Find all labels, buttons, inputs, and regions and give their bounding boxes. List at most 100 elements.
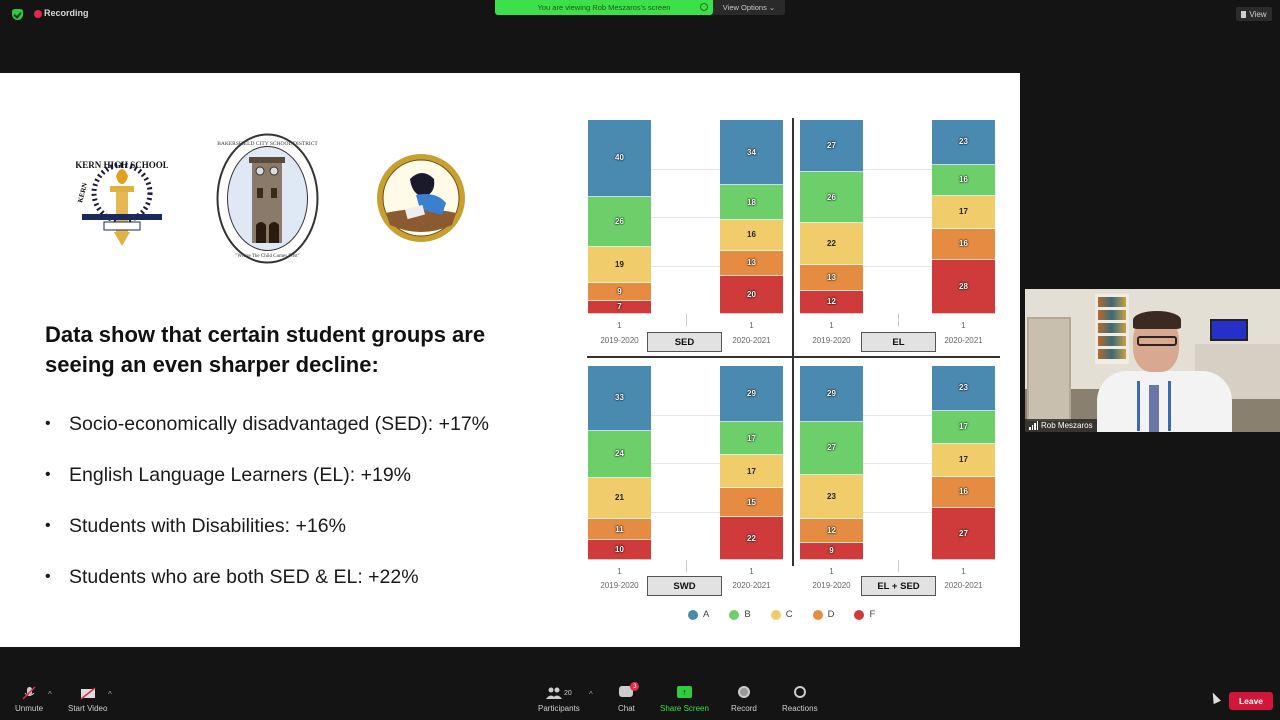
participant-video-tile[interactable]: Rob Meszaros [1025, 289, 1280, 432]
bar-segment-c[interactable]: 17 [932, 195, 995, 229]
bar-segment-b[interactable]: 18 [720, 185, 783, 220]
share-screen-button[interactable]: ↑ Share Screen [660, 686, 709, 713]
slide-heading: Data show that certain student groups ar… [45, 322, 486, 377]
bar-segment-b[interactable]: 17 [932, 410, 995, 444]
x-tick-label: 1 [829, 321, 834, 330]
bar-segment-d[interactable]: 9 [588, 283, 651, 301]
participant-name-tag: Rob Meszaros [1025, 419, 1097, 432]
bar-segment-f[interactable]: 9 [800, 542, 863, 560]
stacked-bar-sed-2019-2020[interactable]: 40 26 19 9 7 [588, 120, 651, 314]
svg-text:BAKERSFIELD CITY SCHOOL DISTRI: BAKERSFIELD CITY SCHOOL DISTRICT [217, 141, 318, 147]
x-tick-label: 1 [617, 567, 622, 576]
recording-label: Recording [44, 8, 89, 18]
chat-button[interactable]: 3 Chat [618, 682, 640, 713]
participants-button[interactable]: 20 Participants [538, 686, 580, 713]
chart-gridline [863, 168, 932, 170]
bar-segment-a[interactable]: 33 [588, 366, 651, 431]
legend-item-c: C [770, 609, 793, 620]
bar-segment-a[interactable]: 40 [588, 120, 651, 197]
x-tick-label: 1 [829, 567, 834, 576]
bar-segment-b[interactable]: 26 [588, 196, 651, 247]
viewing-screen-banner: You are viewing Rob Meszaros's screen [495, 0, 713, 15]
bar-segment-b[interactable]: 27 [800, 422, 863, 475]
reactions-button[interactable]: Reactions [782, 686, 818, 713]
chat-unread-badge: 3 [630, 682, 640, 691]
bar-segment-f[interactable]: 28 [932, 259, 995, 314]
chart-gridline [863, 265, 932, 267]
brochure-rack [1095, 294, 1129, 364]
bar-segment-b[interactable]: 17 [720, 422, 783, 456]
stacked-bar-el-sed-2019-2020[interactable]: 29 27 23 12 9 [800, 366, 863, 560]
bar-segment-c[interactable]: 21 [588, 477, 651, 519]
bullet-sed-el: Students who are both SED & EL: +22% [45, 563, 565, 614]
year-label: 2019-2020 [600, 336, 639, 345]
participants-icon [546, 687, 562, 699]
legend-dot-icon [688, 609, 698, 620]
unmute-button[interactable]: Unmute [15, 686, 43, 713]
bar-segment-d[interactable]: 11 [588, 518, 651, 541]
bar-segment-d[interactable]: 13 [720, 250, 783, 276]
stacked-bar-sed-2020-2021[interactable]: 34 18 16 13 20 [720, 120, 783, 314]
bar-segment-c[interactable]: 16 [720, 219, 783, 251]
bar-segment-a[interactable]: 29 [720, 366, 783, 423]
year-label: 2019-2020 [812, 336, 851, 345]
bar-segment-d[interactable]: 16 [932, 228, 995, 260]
bar-segment-a[interactable]: 23 [932, 366, 995, 411]
bar-segment-a[interactable]: 27 [800, 120, 863, 173]
bar-segment-a[interactable]: 34 [720, 120, 783, 186]
bar-segment-c[interactable]: 23 [800, 474, 863, 520]
group-filter-button-swd[interactable]: SWD [647, 576, 722, 596]
bar-segment-a[interactable]: 29 [800, 366, 863, 423]
legend-dot-icon [812, 609, 823, 620]
signal-strength-icon [1029, 421, 1038, 430]
bar-segment-f[interactable]: 22 [720, 517, 783, 560]
banner-info-icon[interactable] [700, 3, 708, 11]
stacked-bar-el-2019-2020[interactable]: 27 26 22 13 12 [800, 120, 863, 314]
bar-segment-c[interactable]: 19 [588, 246, 651, 284]
bar-segment-f[interactable]: 20 [720, 275, 783, 314]
chart-legend: A B C D F [688, 609, 875, 620]
bar-segment-b[interactable]: 16 [932, 164, 995, 196]
group-filter-button-el[interactable]: EL [861, 332, 936, 352]
group-filter-button-sed[interactable]: SED [647, 332, 722, 352]
bar-segment-b[interactable]: 24 [588, 430, 651, 478]
stacked-bar-swd-2020-2021[interactable]: 29 17 17 15 22 [720, 366, 783, 560]
encryption-shield-icon[interactable] [12, 9, 23, 20]
bar-segment-f[interactable]: 27 [932, 507, 995, 560]
bakersfield-city-school-district-logo: BAKERSFIELD CITY SCHOOL DISTRICT "Where … [216, 133, 319, 264]
bar-segment-f[interactable]: 10 [588, 540, 651, 560]
participants-count: 20 [564, 689, 572, 697]
bar-segment-a[interactable]: 23 [932, 120, 995, 165]
stacked-bar-el-2020-2021[interactable]: 23 16 17 16 28 [932, 120, 995, 314]
view-options-button[interactable]: View Options ⌄ [713, 0, 785, 15]
bar-segment-d[interactable]: 13 [800, 265, 863, 291]
record-button[interactable]: Record [731, 686, 757, 713]
meeting-toolbar: Unmute ^ Start Video ^ 20 Participants ^… [0, 680, 1280, 720]
bar-segment-c[interactable]: 17 [720, 455, 783, 489]
legend-item-a: A [688, 609, 709, 620]
chart-vertical-divider [792, 118, 794, 566]
x-tick-label: 1 [749, 567, 754, 576]
leave-meeting-button[interactable]: Leave [1229, 692, 1273, 710]
bar-segment-c[interactable]: 17 [932, 443, 995, 477]
participants-options-caret[interactable]: ^ [589, 690, 593, 699]
stacked-bar-el-sed-2020-2021[interactable]: 23 17 17 16 27 [932, 366, 995, 560]
audio-options-caret[interactable]: ^ [48, 690, 52, 699]
bar-segment-d[interactable]: 15 [720, 488, 783, 518]
bar-segment-d[interactable]: 12 [800, 519, 863, 543]
bar-segment-f[interactable]: 12 [800, 290, 863, 314]
panama-buena-vista-usd-logo: Est. 1875 [377, 154, 465, 242]
video-options-caret[interactable]: ^ [108, 690, 112, 699]
bar-segment-c[interactable]: 22 [800, 222, 863, 266]
legend-dot-icon [770, 609, 781, 620]
bar-segment-b[interactable]: 26 [800, 172, 863, 223]
legend-item-b: B [729, 609, 751, 620]
svg-text:KERN: KERN [76, 182, 89, 204]
group-filter-button-el-sed[interactable]: EL + SED [861, 576, 936, 596]
bar-segment-d[interactable]: 16 [932, 476, 995, 508]
start-video-button[interactable]: Start Video [68, 686, 107, 713]
bar-segment-f[interactable]: 7 [588, 300, 651, 314]
chat-bubble-icon: 3 [619, 682, 640, 697]
view-layout-button[interactable]: View [1236, 7, 1272, 21]
stacked-bar-swd-2019-2020[interactable]: 33 24 21 11 10 [588, 366, 651, 560]
